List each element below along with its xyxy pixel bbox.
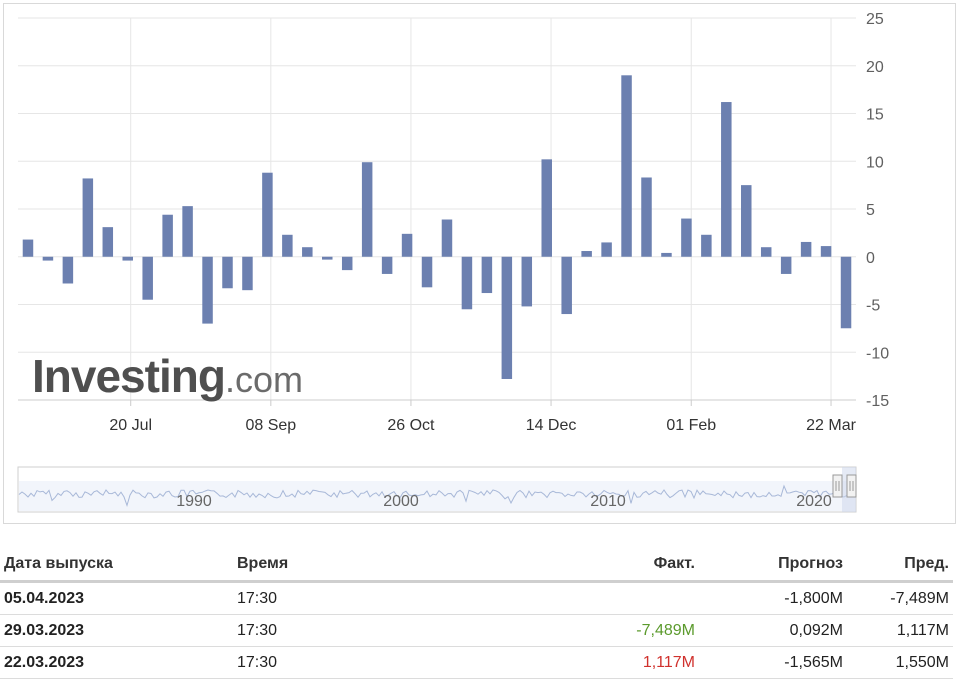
x-tick-label: 22 Mar xyxy=(806,417,856,434)
y-tick-label: 5 xyxy=(866,202,875,219)
y-tick-label: -15 xyxy=(866,393,889,410)
cell-previous: -7,489M xyxy=(847,581,953,615)
cell-previous: 1,117M xyxy=(847,614,953,647)
cell-date: 22.03.2023 xyxy=(0,646,233,679)
release-table: Дата выпуска Время Факт. Прогноз Пред. 0… xyxy=(0,548,953,679)
bar[interactable] xyxy=(242,256,253,291)
cell-actual xyxy=(451,581,699,615)
bar[interactable] xyxy=(361,162,373,257)
y-tick-label: 10 xyxy=(866,154,884,171)
bar[interactable] xyxy=(282,234,293,257)
table-row: 05.04.2023 17:30 -1,800M -7,489M xyxy=(0,581,953,615)
cell-previous: 1,550M xyxy=(847,646,953,679)
bar[interactable] xyxy=(262,172,273,257)
y-tick-label: 25 xyxy=(866,11,884,28)
header-actual[interactable]: Факт. xyxy=(451,548,699,583)
bar[interactable] xyxy=(561,256,572,315)
bar[interactable] xyxy=(322,256,333,260)
bar[interactable] xyxy=(102,227,114,257)
cell-forecast: -1,565M xyxy=(699,646,847,679)
bar[interactable] xyxy=(302,247,313,257)
bar[interactable] xyxy=(481,256,493,294)
x-tick-label: 01 Feb xyxy=(666,417,716,434)
navigator-label: 2010 xyxy=(590,493,626,510)
navigator-label: 1990 xyxy=(176,493,212,510)
bar[interactable] xyxy=(122,256,133,261)
navigator-series xyxy=(18,484,851,508)
bar[interactable] xyxy=(401,233,413,257)
bar[interactable] xyxy=(142,256,153,300)
header-date[interactable]: Дата выпуска xyxy=(0,548,233,583)
x-tick-label: 20 Jul xyxy=(109,417,152,434)
cell-date: 29.03.2023 xyxy=(0,614,233,647)
bar[interactable] xyxy=(741,185,752,257)
bar[interactable] xyxy=(22,239,34,257)
bar[interactable] xyxy=(421,256,433,288)
header-forecast[interactable]: Прогноз xyxy=(699,548,847,583)
investing-logo: Investing.com xyxy=(32,349,303,403)
navigator-label: 2020 xyxy=(796,493,832,510)
bar[interactable] xyxy=(721,102,732,257)
x-tick-label: 08 Sep xyxy=(245,417,296,434)
bar[interactable] xyxy=(780,256,792,274)
x-tick-label: 26 Oct xyxy=(387,417,435,434)
cell-actual: -7,489M xyxy=(451,614,699,647)
bar[interactable] xyxy=(521,256,533,307)
x-axis: 20 Jul 08 Sep 26 Oct 14 Dec 01 Feb 22 Mar xyxy=(18,399,857,434)
bar[interactable] xyxy=(601,242,612,257)
navigator-area xyxy=(19,481,855,511)
bar[interactable] xyxy=(820,246,832,257)
navigator-handle[interactable] xyxy=(846,474,857,498)
bar[interactable] xyxy=(760,247,772,257)
bar[interactable] xyxy=(202,256,213,324)
cell-actual: 1,117M xyxy=(451,646,699,679)
table-header-row: Дата выпуска Время Факт. Прогноз Пред. xyxy=(0,548,953,583)
bar[interactable] xyxy=(501,256,513,379)
header-time[interactable]: Время xyxy=(233,548,451,583)
y-tick-label: -10 xyxy=(866,345,889,362)
header-previous[interactable]: Пред. xyxy=(847,548,953,583)
navigator-label: 2000 xyxy=(383,493,419,510)
chart-container: 25 20 15 10 5 0 -5 -10 -15 20 Jul 08 Sep 26 Oct 14 … xyxy=(3,3,956,524)
cell-forecast: 0,092M xyxy=(699,614,847,647)
bar[interactable] xyxy=(641,177,652,257)
bar[interactable] xyxy=(82,178,94,257)
x-tick-label: 14 Dec xyxy=(526,417,577,434)
bar[interactable] xyxy=(701,234,712,257)
cell-date: 05.04.2023 xyxy=(0,581,233,615)
bar[interactable] xyxy=(42,256,54,261)
bar[interactable] xyxy=(162,214,173,257)
cell-time: 17:30 xyxy=(233,581,451,615)
y-tick-label: -5 xyxy=(866,298,880,315)
bar[interactable] xyxy=(581,251,592,257)
bar[interactable] xyxy=(681,218,692,257)
bar[interactable] xyxy=(182,206,193,257)
bar[interactable] xyxy=(381,256,393,274)
logo-suffix: .com xyxy=(224,359,303,400)
bar[interactable] xyxy=(62,256,74,284)
logo-name: Investing xyxy=(32,350,226,402)
bar[interactable] xyxy=(840,256,852,329)
bar[interactable] xyxy=(441,219,453,257)
y-tick-label: 20 xyxy=(866,59,884,76)
bar-chart: 25 20 15 10 5 0 -5 -10 -15 20 Jul 08 Sep 26 Oct 14 … xyxy=(17,11,889,513)
y-tick-label: 15 xyxy=(866,107,884,124)
y-axis: 25 20 15 10 5 0 -5 -10 -15 xyxy=(866,11,889,410)
cell-forecast: -1,800M xyxy=(699,581,847,615)
bar[interactable] xyxy=(341,256,353,271)
cell-time: 17:30 xyxy=(233,646,451,679)
y-tick-label: 0 xyxy=(866,250,875,267)
cell-time: 17:30 xyxy=(233,614,451,647)
navigator-handle[interactable] xyxy=(832,474,843,498)
bar[interactable] xyxy=(661,252,672,257)
navigator[interactable]: 1990 2000 2010 2020 xyxy=(17,466,857,513)
table-row: 29.03.2023 17:30 -7,489M 0,092M 1,117M xyxy=(0,614,953,647)
bar[interactable] xyxy=(461,256,473,310)
bar[interactable] xyxy=(621,75,632,257)
bar[interactable] xyxy=(222,256,233,289)
table-row: 22.03.2023 17:30 1,117M -1,565M 1,550M xyxy=(0,646,953,679)
bar[interactable] xyxy=(800,241,812,257)
bar-series[interactable] xyxy=(22,75,852,379)
bar[interactable] xyxy=(541,159,552,257)
